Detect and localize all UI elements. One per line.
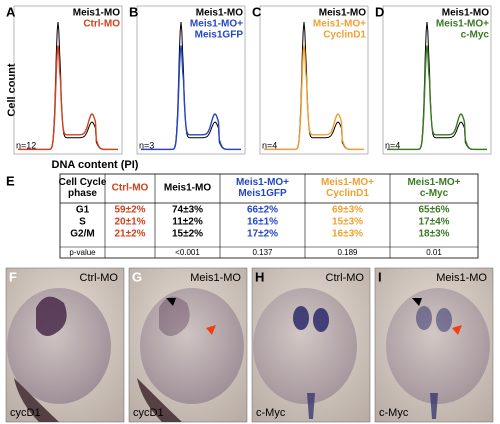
column-header: c-Myc xyxy=(420,188,449,199)
sample-size: n=12 xyxy=(16,140,36,150)
panel-letter: D xyxy=(375,4,384,19)
stain xyxy=(307,393,315,419)
histogram-curve xyxy=(264,45,364,151)
y-axis-label: Cell count xyxy=(6,63,18,117)
table-cell: 74±3% xyxy=(172,205,203,216)
legend-entry: Meis1GFP xyxy=(195,30,244,41)
table-border xyxy=(59,173,479,259)
panel-letter: E xyxy=(6,173,15,188)
p-value: 0.137 xyxy=(252,248,273,257)
embryo xyxy=(7,288,111,404)
table-cell: S xyxy=(79,217,86,228)
panel-letter: B xyxy=(129,4,138,19)
histogram-curve xyxy=(387,21,487,150)
sample-size: n=4 xyxy=(385,140,400,150)
table-cell: 15±3% xyxy=(332,217,363,228)
histogram-curve xyxy=(18,21,118,150)
p-value: 0.01 xyxy=(426,248,442,257)
table-cell: G1 xyxy=(76,205,90,216)
legend-entry: Meis1-MO+ xyxy=(313,19,366,30)
legend-entry: Meis1-MO xyxy=(442,8,489,19)
sample-size: n=3 xyxy=(139,140,154,150)
panel-frame xyxy=(136,5,246,155)
legend-entry: Meis1-MO+ xyxy=(190,19,243,30)
legend-entry: Ctrl-MO xyxy=(83,19,120,30)
stain xyxy=(293,306,309,330)
stain xyxy=(159,296,190,337)
arrowhead xyxy=(166,298,176,306)
marker-label: cycD1 xyxy=(10,407,41,419)
histogram-curve xyxy=(18,45,118,151)
histogram-curve xyxy=(141,45,241,151)
panel-frame xyxy=(13,5,123,155)
histogram-curve xyxy=(264,21,364,150)
stain xyxy=(436,308,452,332)
panel-letter: I xyxy=(378,269,382,284)
column-header: Meis1-MO+ xyxy=(236,177,289,188)
legend-entry: Meis1-MO xyxy=(196,8,243,19)
table-cell: 15±2% xyxy=(172,229,203,240)
arrowhead xyxy=(412,298,422,306)
column-header: Meis1-MO xyxy=(164,183,211,194)
table-cell: 65±6% xyxy=(418,205,449,216)
table-cell: 69±3% xyxy=(332,205,363,216)
panel-frame xyxy=(259,5,369,155)
legend-entry: CyclinD1 xyxy=(323,30,366,41)
table-cell: G2/M xyxy=(70,229,94,240)
embryo xyxy=(140,288,244,404)
panel-letter: F xyxy=(9,269,17,284)
embryo xyxy=(253,288,357,404)
panel-letter: C xyxy=(252,4,262,19)
histogram-curve xyxy=(387,45,487,151)
arrowhead xyxy=(452,325,462,335)
table-cell: 16±1% xyxy=(247,217,278,228)
condition-label: Ctrl-MO xyxy=(326,272,365,284)
table-cell: 17±2% xyxy=(247,229,278,240)
panel-frame xyxy=(382,5,492,155)
condition-label: Meis1-MO xyxy=(190,272,241,284)
table-cell: 20±1% xyxy=(114,217,145,228)
sample-size: n=4 xyxy=(262,140,277,150)
table-cell: 17±4% xyxy=(418,217,449,228)
table-cell: 21±2% xyxy=(114,229,145,240)
p-value: <0.001 xyxy=(175,248,200,257)
panel-letter: H xyxy=(255,269,264,284)
panel-letter: A xyxy=(6,4,16,19)
table-cell: 66±2% xyxy=(247,205,278,216)
stain xyxy=(137,378,182,422)
stain xyxy=(14,378,59,422)
x-axis-label: DNA content (PI) xyxy=(52,159,139,171)
panel-letter: G xyxy=(132,269,142,284)
column-header: Meis1-MO+ xyxy=(321,177,374,188)
table-cell: 59±2% xyxy=(114,205,145,216)
histogram-curve xyxy=(141,21,241,150)
p-value: p-value xyxy=(69,248,96,257)
marker-label: cycD1 xyxy=(133,407,164,419)
marker-label: c-Myc xyxy=(256,407,286,419)
table-cell: 16±3% xyxy=(332,229,363,240)
stain xyxy=(416,306,432,330)
column-header: Meis1-MO+ xyxy=(407,177,460,188)
condition-label: Ctrl-MO xyxy=(80,272,119,284)
column-header: Cell Cycle xyxy=(59,177,107,188)
arrowhead xyxy=(206,325,216,335)
stain xyxy=(430,393,438,419)
legend-entry: c-Myc xyxy=(461,30,490,41)
legend-entry: Meis1-MO xyxy=(73,8,120,19)
legend-entry: Meis1-MO xyxy=(319,8,366,19)
legend-entry: Meis1-MO+ xyxy=(436,19,489,30)
p-value: 0.189 xyxy=(337,248,358,257)
stain xyxy=(36,296,67,337)
column-header: phase xyxy=(68,188,97,199)
condition-label: Meis1-MO xyxy=(436,272,487,284)
table-cell: 11±2% xyxy=(172,217,203,228)
embryo xyxy=(386,288,490,404)
column-header: CyclinD1 xyxy=(326,188,369,199)
column-header: Meis1GFP xyxy=(238,188,287,199)
column-header: Ctrl-MO xyxy=(112,183,149,194)
stain xyxy=(313,308,329,332)
marker-label: c-Myc xyxy=(379,407,409,419)
table-cell: 18±3% xyxy=(418,229,449,240)
